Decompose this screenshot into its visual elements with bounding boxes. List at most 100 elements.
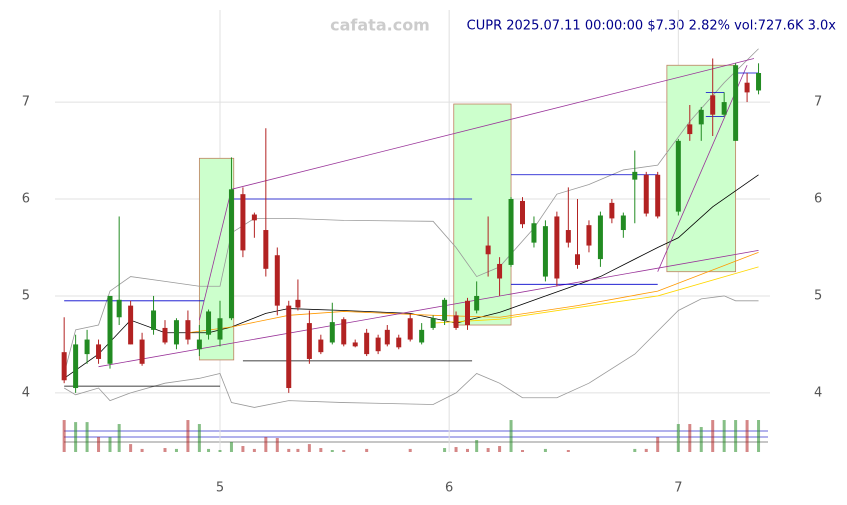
volume-bar bbox=[197, 424, 201, 452]
overlay-line bbox=[657, 65, 748, 272]
candle-body bbox=[228, 189, 234, 319]
candle-body bbox=[756, 73, 762, 91]
candle-body bbox=[173, 320, 179, 345]
candle-body bbox=[61, 352, 67, 381]
candle-body bbox=[251, 214, 257, 221]
volume-bar bbox=[676, 424, 680, 452]
candle-body bbox=[286, 305, 292, 389]
volume-bar bbox=[307, 444, 311, 452]
y-tick-label-right: 4 bbox=[814, 385, 822, 400]
candle-body bbox=[586, 225, 592, 246]
x-tick-label: 6 bbox=[445, 481, 453, 496]
volume-bar bbox=[74, 422, 78, 452]
volume-bar bbox=[319, 448, 323, 452]
volume-bar bbox=[264, 437, 268, 452]
candle-body bbox=[474, 295, 480, 311]
candle-body bbox=[419, 329, 425, 343]
y-tick-label: 6 bbox=[22, 192, 30, 207]
volume-bar bbox=[486, 448, 490, 452]
candle-body bbox=[352, 342, 358, 347]
candle-body bbox=[185, 320, 191, 340]
candle-body bbox=[206, 311, 212, 335]
volume-bar bbox=[287, 448, 291, 452]
candle-body bbox=[217, 318, 223, 340]
volume-bar bbox=[443, 448, 447, 452]
candle-body bbox=[542, 226, 548, 277]
chart-title: CUPR 2025.07.11 00:00:00 $7.30 2.82% vol… bbox=[467, 19, 837, 34]
candle-body bbox=[453, 315, 459, 328]
candle-body bbox=[554, 216, 560, 279]
candle-body bbox=[364, 332, 370, 355]
volume-bar bbox=[711, 420, 715, 452]
x-tick-label: 7 bbox=[674, 481, 682, 496]
candle-body bbox=[329, 322, 335, 343]
candle-body bbox=[84, 339, 90, 355]
overlay-line bbox=[63, 48, 759, 374]
volume-bar bbox=[699, 427, 703, 452]
candle-body bbox=[430, 318, 436, 328]
volume-bar bbox=[129, 444, 133, 452]
y-tick-label-right: 6 bbox=[814, 192, 822, 207]
volume-bar bbox=[85, 422, 89, 452]
candle-body bbox=[531, 223, 537, 243]
volume-bar bbox=[757, 420, 761, 452]
candle-body bbox=[407, 318, 413, 340]
x-tick-label: 5 bbox=[216, 481, 224, 496]
candle-body bbox=[306, 323, 312, 359]
candle-body bbox=[318, 339, 324, 353]
volume-bar bbox=[408, 448, 412, 452]
volume-bar bbox=[330, 450, 334, 452]
overlay-line bbox=[63, 174, 759, 379]
volume-bar bbox=[475, 440, 479, 452]
volume-bar bbox=[186, 420, 190, 452]
volume-bar bbox=[163, 448, 167, 452]
volume-bar bbox=[466, 448, 469, 452]
volume-bar bbox=[62, 420, 66, 452]
y-tick-label: 7 bbox=[22, 95, 30, 110]
volume-bar bbox=[229, 442, 233, 452]
volume-bar bbox=[644, 448, 648, 452]
zone-box bbox=[198, 157, 235, 361]
overlay-line bbox=[63, 295, 759, 408]
volume-bar bbox=[97, 437, 101, 452]
candle-body bbox=[710, 95, 716, 115]
volume-bar bbox=[633, 448, 637, 452]
candle-body bbox=[442, 299, 448, 321]
volume-bar bbox=[566, 450, 570, 452]
overlay-line bbox=[231, 58, 755, 190]
candle-body bbox=[698, 109, 704, 125]
volume-bar bbox=[722, 420, 726, 452]
volume-bar bbox=[296, 448, 300, 452]
volume-bar bbox=[498, 446, 502, 452]
overlay-line bbox=[98, 249, 759, 368]
volume-bar bbox=[252, 448, 256, 452]
candle-body bbox=[643, 174, 649, 214]
candle-body bbox=[508, 199, 514, 265]
candle-body bbox=[632, 171, 638, 180]
volume-bar bbox=[342, 450, 346, 452]
candle-body bbox=[620, 215, 626, 231]
candle-body bbox=[139, 339, 145, 364]
candle-body bbox=[565, 230, 571, 243]
candle-body bbox=[96, 344, 102, 359]
candle-body bbox=[116, 299, 122, 318]
volume-bar bbox=[275, 438, 279, 452]
candle-body bbox=[733, 65, 739, 141]
volume-bar bbox=[174, 448, 178, 452]
candle-body bbox=[107, 295, 113, 364]
y-tick-label: 4 bbox=[22, 385, 30, 400]
candle-body bbox=[295, 299, 301, 308]
candle-body bbox=[655, 174, 661, 217]
volume-bar bbox=[207, 448, 211, 452]
overlay-line bbox=[198, 189, 232, 321]
volume-bar bbox=[117, 424, 121, 452]
y-tick-label: 5 bbox=[22, 288, 30, 303]
candle-body bbox=[128, 305, 134, 345]
candle-body bbox=[597, 215, 603, 260]
candle-body bbox=[341, 319, 347, 345]
candle-body bbox=[609, 202, 615, 219]
candle-body bbox=[396, 337, 402, 348]
candle-body bbox=[263, 230, 269, 269]
candle-body bbox=[465, 300, 470, 326]
